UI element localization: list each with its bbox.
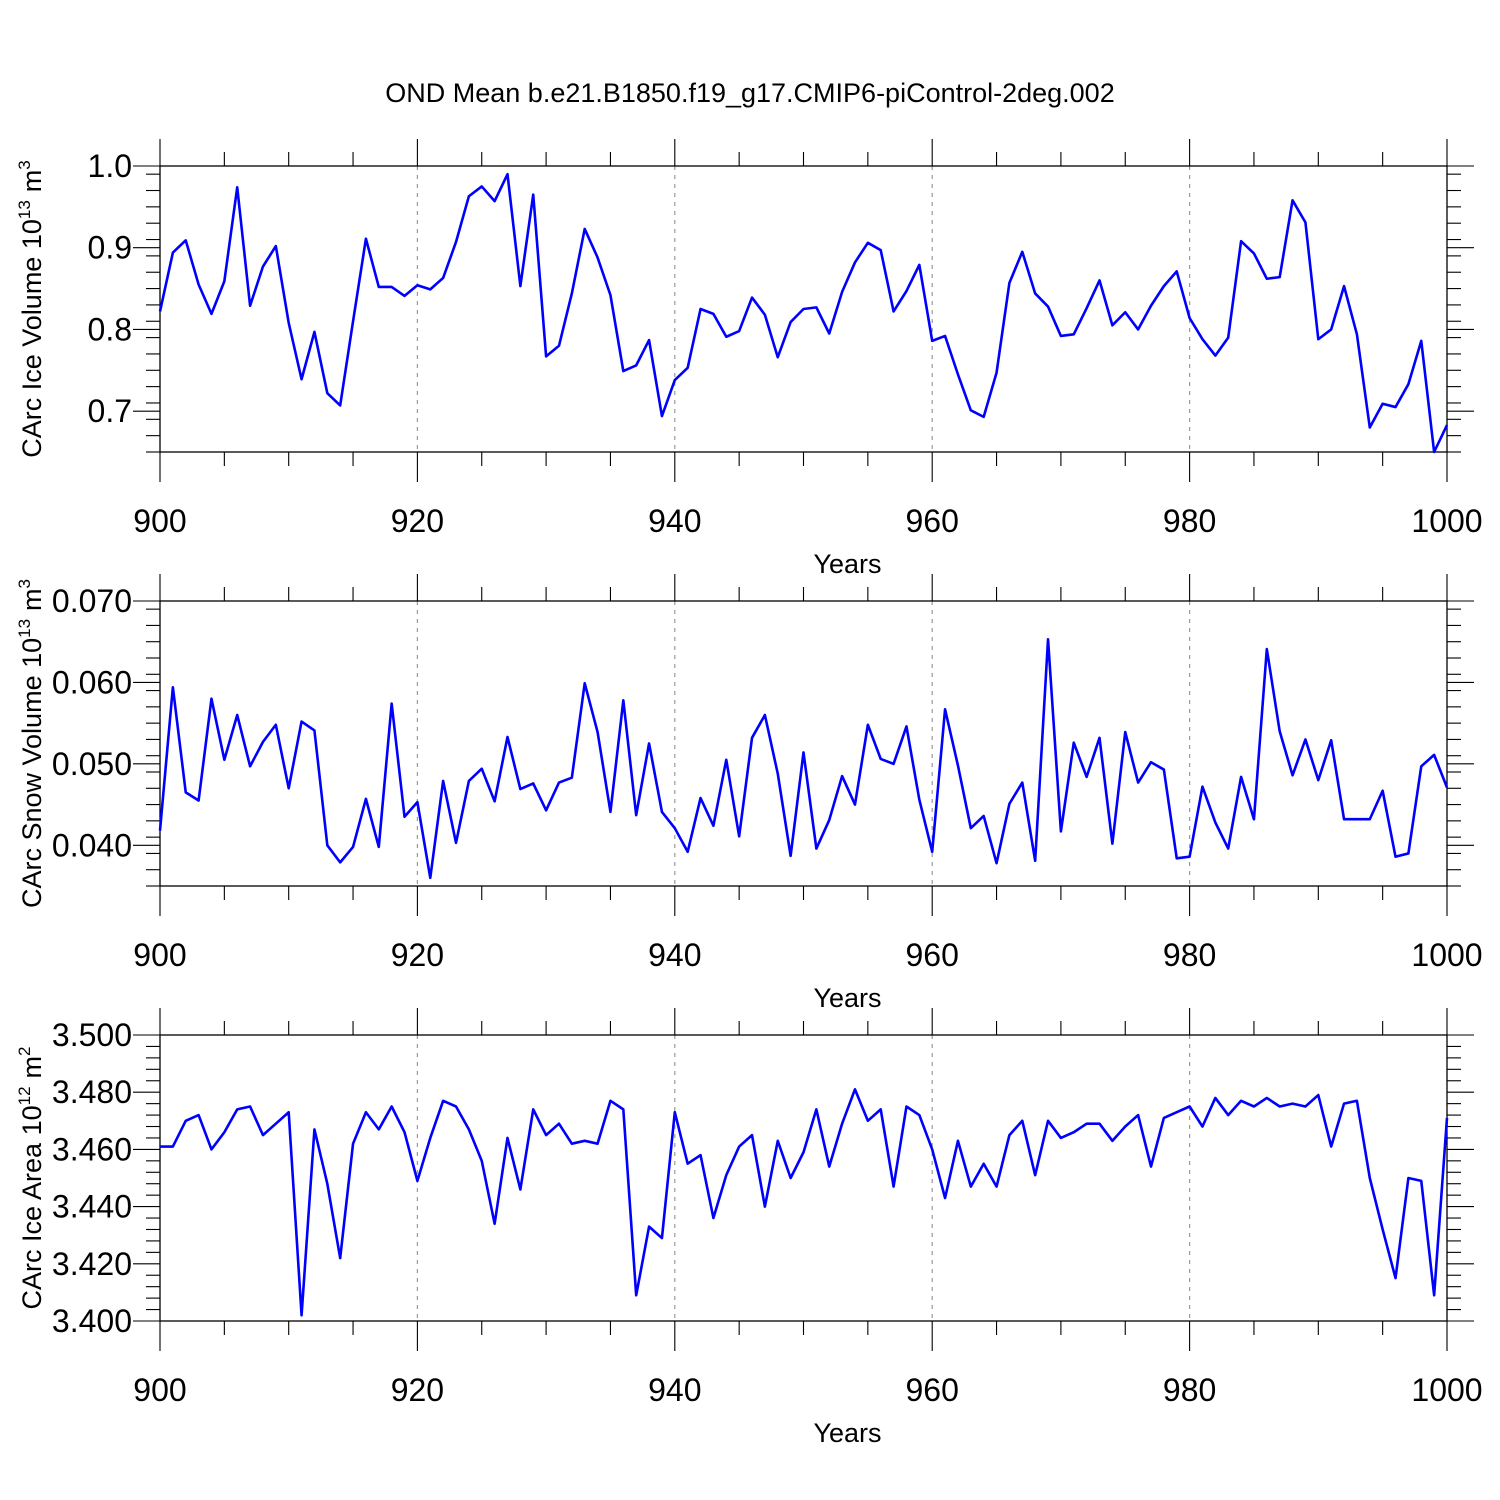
y-axis-label: CArc Snow Volume 1013 m3	[15, 579, 47, 908]
y-tick-label: 3.400	[52, 1303, 132, 1339]
x-tick-label: 960	[906, 1372, 959, 1408]
plot-frame	[159, 1034, 1448, 1322]
panel-1: 900 920 940 960 980 1000 0.7 0.8 0.9 1.0 Years CArc…	[15, 139, 1483, 579]
x-tick-label: 940	[648, 503, 701, 539]
x-tick-label: 1000	[1411, 937, 1482, 973]
x-tick-label: 900	[133, 1372, 186, 1408]
y-tick-label: 3.460	[52, 1131, 132, 1167]
y-tick-label: 0.050	[52, 746, 132, 782]
series-line	[158, 172, 1449, 454]
y-tick-label: 0.040	[52, 827, 132, 863]
x-axis-label: Years	[813, 549, 881, 579]
y-axis-label-unit-exponent: 3	[15, 160, 34, 169]
x-tick-label: 940	[648, 1372, 701, 1408]
x-tick-label: 980	[1163, 1372, 1216, 1408]
y-tick-label: 3.480	[52, 1074, 132, 1110]
x-tick-label: 960	[906, 937, 959, 973]
y-tick-label: 3.420	[52, 1246, 132, 1282]
x-tick-label: 920	[391, 937, 444, 973]
panel-2: 900 920 940 960 980 1000 0.040 0.050 0.060 0.070 Y…	[15, 574, 1483, 1013]
y-tick-label: 0.060	[52, 664, 132, 700]
x-tick-label: 920	[391, 503, 444, 539]
y-axis-label-text: CArc Ice Volume 10	[17, 219, 47, 458]
x-tick-label: 940	[648, 937, 701, 973]
y-axis-label-text: CArc Ice Area 10	[17, 1105, 47, 1309]
panels: 900 920 940 960 980 1000 0.7 0.8 0.9 1.0 Years CArc…	[15, 139, 1483, 1448]
y-axis-label: CArc Ice Volume 1013 m3	[15, 160, 47, 458]
figure-title: OND Mean b.e21.B1850.f19_g17.CMIP6-piCon…	[385, 78, 1114, 108]
x-tick-label: 900	[133, 503, 186, 539]
y-axis-label-unit: m	[17, 588, 47, 611]
x-tick-label: 920	[391, 1372, 444, 1408]
x-tick-label: 1000	[1411, 503, 1482, 539]
x-axis-label: Years	[813, 1418, 881, 1448]
panel-3: 900 920 940 960 980 1000 3.400 3.420 3.440 3.460 3…	[15, 1008, 1483, 1448]
y-tick-label: 3.500	[52, 1017, 132, 1053]
y-axis-label: CArc Ice Area 1012 m2	[15, 1047, 47, 1310]
x-tick-label: 980	[1163, 503, 1216, 539]
y-axis-label-unit-exponent: 2	[15, 1047, 34, 1056]
y-axis-label-exponent: 13	[15, 619, 34, 638]
y-axis-label-unit: m	[17, 170, 47, 193]
y-axis-label-exponent: 12	[15, 1086, 34, 1105]
series-line	[160, 1088, 1449, 1317]
y-tick-label: 1.0	[88, 148, 132, 184]
y-tick-label: 0.9	[88, 230, 132, 266]
y-tick-label: 0.8	[88, 311, 132, 347]
y-tick-label: 3.440	[52, 1189, 132, 1225]
y-axis-label-text: CArc Snow Volume 10	[17, 638, 47, 908]
y-axis-label-unit: m	[17, 1056, 47, 1079]
series-line	[158, 637, 1449, 880]
y-tick-label: 0.7	[88, 393, 132, 429]
x-tick-label: 980	[1163, 937, 1216, 973]
x-axis-label: Years	[813, 983, 881, 1013]
y-axis-label-unit-exponent: 3	[15, 579, 34, 588]
y-tick-label: 0.070	[52, 583, 132, 619]
x-tick-label: 960	[906, 503, 959, 539]
x-tick-label: 1000	[1411, 1372, 1482, 1408]
x-tick-label: 900	[133, 937, 186, 973]
y-axis-label-exponent: 13	[15, 200, 34, 219]
